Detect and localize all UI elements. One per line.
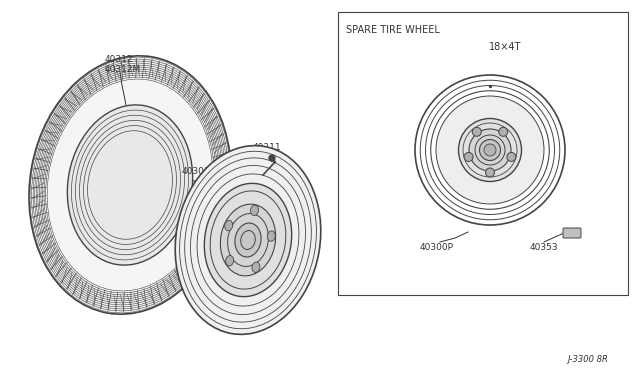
Ellipse shape xyxy=(220,204,276,276)
Ellipse shape xyxy=(252,262,260,272)
Ellipse shape xyxy=(469,129,511,171)
Ellipse shape xyxy=(507,153,516,161)
Ellipse shape xyxy=(225,220,233,231)
Text: 40311: 40311 xyxy=(253,144,282,153)
Ellipse shape xyxy=(67,105,193,265)
Text: 40300P: 40300P xyxy=(182,167,216,176)
Ellipse shape xyxy=(226,256,234,266)
Ellipse shape xyxy=(250,205,259,215)
FancyBboxPatch shape xyxy=(563,228,581,238)
Text: 40300P: 40300P xyxy=(420,243,454,251)
Text: 18×4T: 18×4T xyxy=(489,42,521,52)
Text: 40312: 40312 xyxy=(105,55,134,64)
Ellipse shape xyxy=(464,153,473,161)
Ellipse shape xyxy=(484,144,496,156)
Text: SPARE TIRE WHEEL: SPARE TIRE WHEEL xyxy=(346,25,440,35)
Text: J-3300 8R: J-3300 8R xyxy=(568,356,609,365)
Text: 40353: 40353 xyxy=(530,243,559,251)
Ellipse shape xyxy=(479,140,500,160)
Ellipse shape xyxy=(204,183,292,296)
Bar xyxy=(338,12,628,295)
Ellipse shape xyxy=(436,96,544,204)
Ellipse shape xyxy=(472,127,481,136)
Ellipse shape xyxy=(486,168,495,177)
Text: 40312M: 40312M xyxy=(105,65,141,74)
Ellipse shape xyxy=(268,231,275,241)
Ellipse shape xyxy=(458,119,522,182)
Ellipse shape xyxy=(235,223,261,257)
Ellipse shape xyxy=(175,145,321,334)
Ellipse shape xyxy=(29,56,231,314)
Ellipse shape xyxy=(499,127,508,136)
Circle shape xyxy=(269,155,275,161)
